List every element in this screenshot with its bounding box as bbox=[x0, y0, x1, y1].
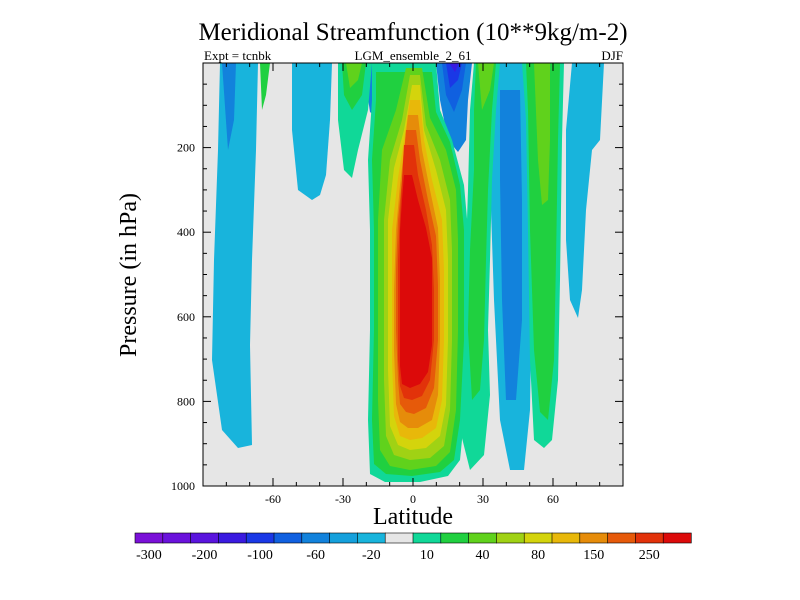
contour-neg-farright bbox=[566, 63, 604, 318]
chart-title: Meridional Streamfunction (10**9kg/m-2) bbox=[198, 19, 627, 46]
y-axis-ticks: 200 400 600 800 1000 bbox=[171, 141, 623, 493]
colorbar-label: -20 bbox=[362, 548, 381, 563]
colorbar-box bbox=[523, 532, 553, 544]
x-tick-label: -60 bbox=[265, 492, 281, 506]
colorbar-box bbox=[245, 532, 275, 544]
y-tick-label: 1000 bbox=[171, 479, 195, 493]
left-label: Expt = tcnbk bbox=[204, 48, 272, 63]
y-tick-label: 800 bbox=[177, 394, 195, 408]
colorbar-box bbox=[134, 532, 164, 544]
contour-pos-leftmid-in2 bbox=[346, 63, 362, 88]
colorbar-box bbox=[607, 532, 636, 544]
contour-neg-right-inner bbox=[500, 90, 522, 400]
colorbar-box bbox=[273, 532, 303, 544]
minor-ticks bbox=[203, 63, 623, 486]
colorbar-label: 250 bbox=[639, 548, 660, 563]
colorbar-box bbox=[162, 532, 192, 544]
colorbar-box bbox=[218, 532, 247, 544]
colorbar-box bbox=[384, 532, 414, 544]
colorbar-label: -200 bbox=[192, 548, 218, 563]
colorbar-box bbox=[496, 532, 525, 544]
contour-neg-top-d4 bbox=[449, 63, 459, 72]
contour-fills bbox=[212, 63, 604, 482]
x-tick-label: -30 bbox=[335, 492, 351, 506]
x-tick-label: 60 bbox=[547, 492, 559, 506]
colorbar-box bbox=[579, 532, 609, 544]
contour-main-l10 bbox=[400, 175, 432, 388]
contour-pos-farright-in bbox=[526, 63, 560, 420]
contour-neg-midleft bbox=[292, 63, 332, 200]
x-tick-label: 0 bbox=[410, 492, 416, 506]
colorbar: -300 -200 -100 -60 -20 10 40 80 150 250 bbox=[134, 532, 692, 563]
colorbar-box bbox=[551, 532, 581, 544]
colorbar-label: -60 bbox=[306, 548, 325, 563]
colorbar-label: 150 bbox=[583, 548, 604, 563]
contour-pos-rmid-in2 bbox=[478, 63, 494, 110]
y-tick-label: 400 bbox=[177, 225, 195, 239]
contour-neg-left-outer bbox=[212, 63, 258, 448]
y-tick-label: 600 bbox=[177, 310, 195, 324]
colorbar-box bbox=[662, 532, 692, 544]
contour-neg-top-d3 bbox=[446, 63, 462, 88]
colorbar-box bbox=[412, 532, 442, 544]
colorbar-box bbox=[190, 532, 220, 544]
y-tick-label: 200 bbox=[177, 141, 195, 155]
colorbar-box bbox=[635, 532, 664, 544]
colorbar-box bbox=[301, 532, 331, 544]
contour-pos-left-thin bbox=[260, 63, 270, 110]
colorbar-box bbox=[329, 532, 359, 544]
right-label: DJF bbox=[601, 48, 623, 63]
x-tick-label: 30 bbox=[477, 492, 489, 506]
contour-pos-farright-in2 bbox=[534, 63, 550, 205]
x-axis-ticks: -60 -30 0 30 60 bbox=[265, 63, 559, 506]
x-axis-label: Latitude bbox=[373, 504, 453, 530]
colorbar-box bbox=[468, 532, 498, 544]
colorbar-label: -300 bbox=[136, 548, 162, 563]
colorbar-box bbox=[357, 532, 386, 544]
center-label: LGM_ensemble_2_61 bbox=[355, 48, 472, 63]
colorbar-label: 10 bbox=[420, 548, 434, 563]
contour-neg-left-inner bbox=[222, 63, 236, 150]
colorbar-label: 40 bbox=[476, 548, 490, 563]
y-axis-label: Pressure (in hPa) bbox=[116, 193, 142, 357]
contour-pos-rmid-in bbox=[468, 63, 496, 400]
colorbar-label: -100 bbox=[247, 548, 273, 563]
colorbar-label: 80 bbox=[531, 548, 545, 563]
colorbar-box bbox=[440, 532, 470, 544]
